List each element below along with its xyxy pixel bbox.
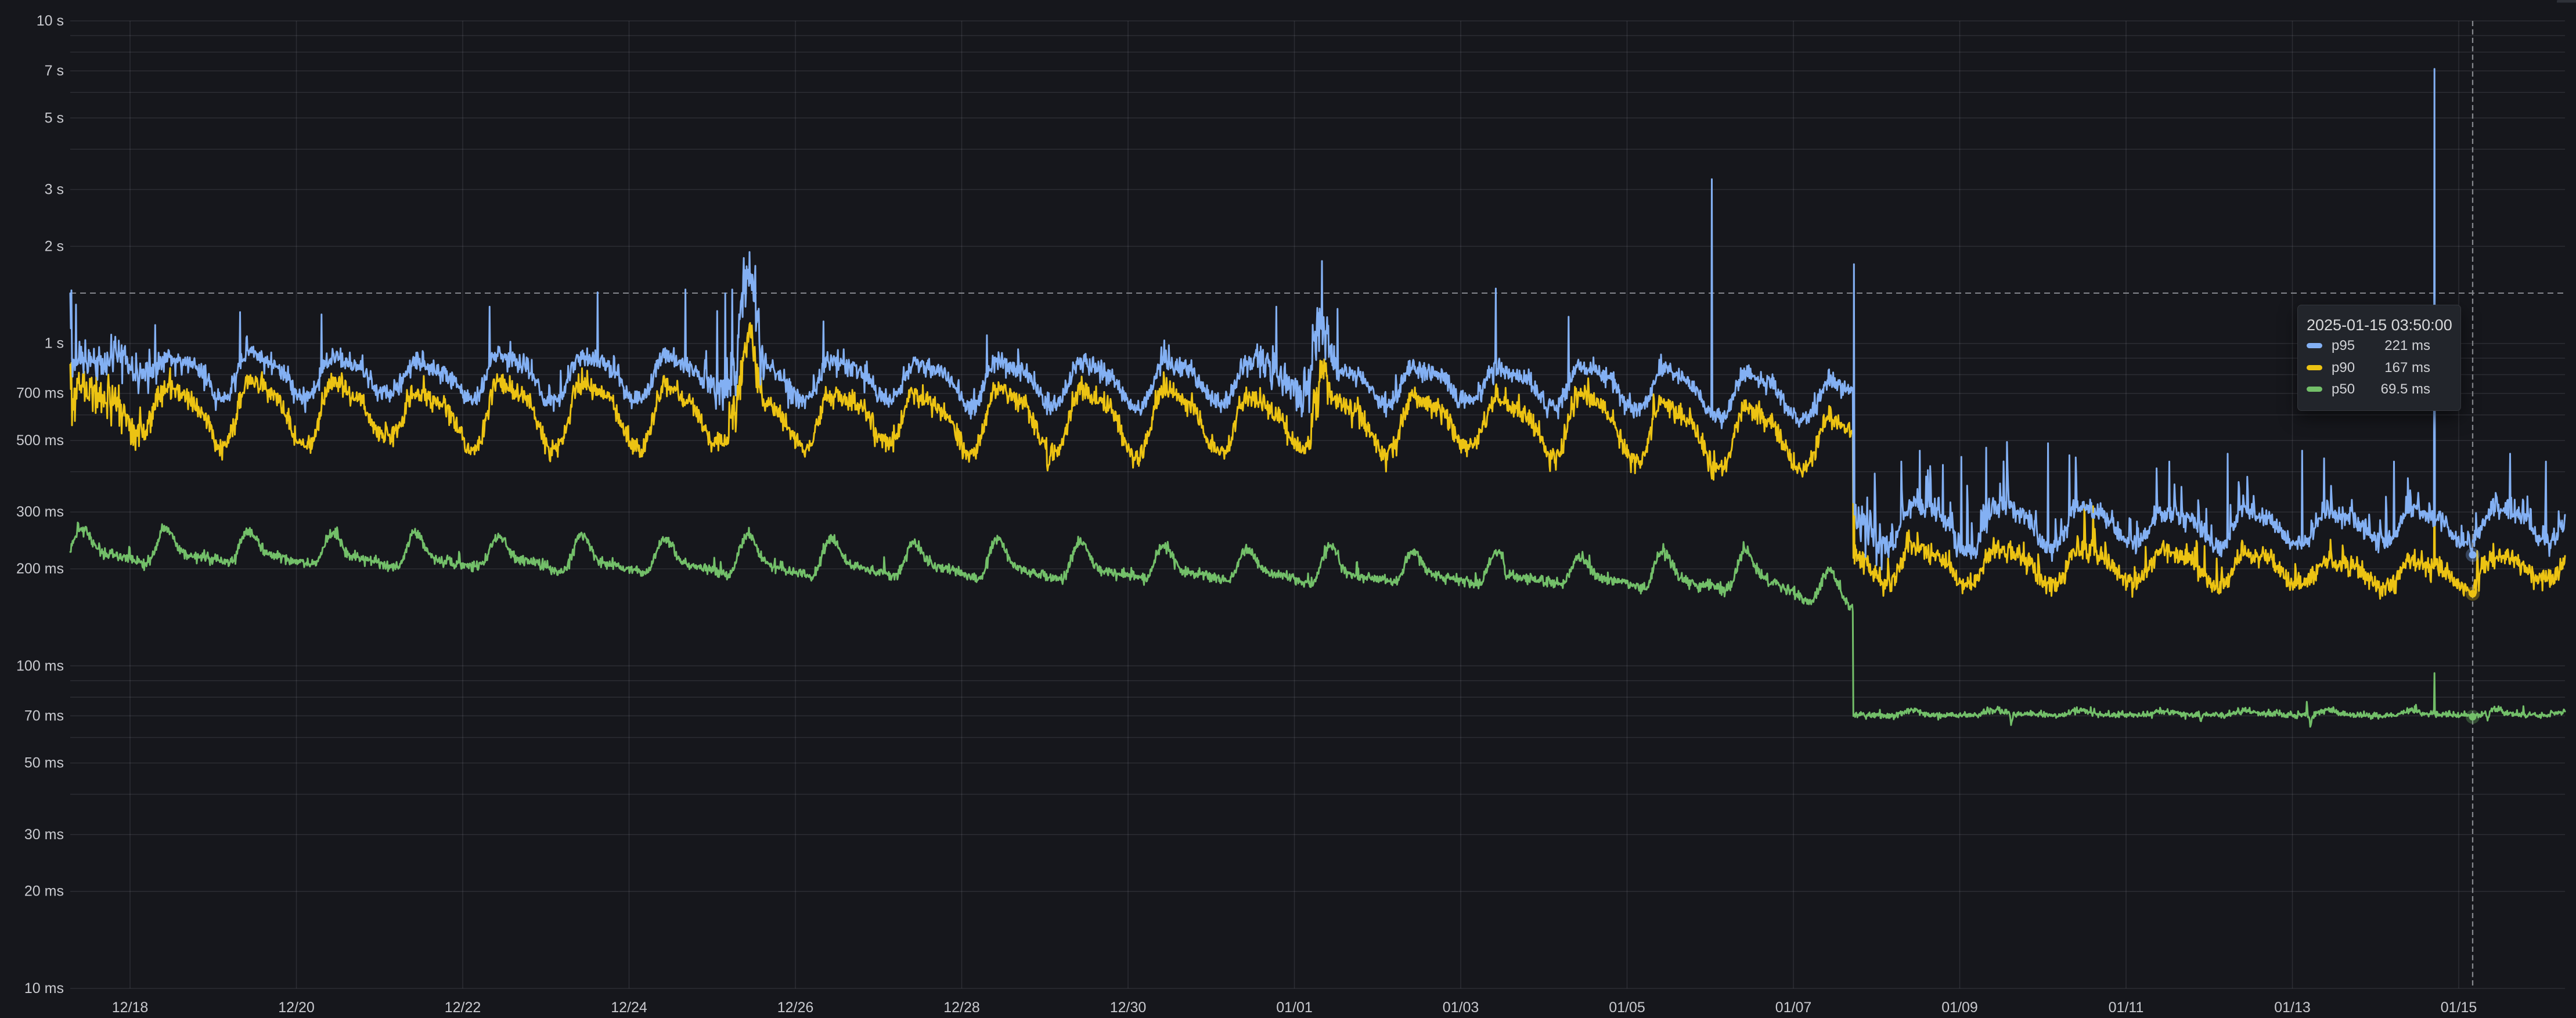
svg-text:200 ms: 200 ms bbox=[16, 561, 64, 577]
svg-text:5 s: 5 s bbox=[45, 110, 64, 126]
svg-text:3 s: 3 s bbox=[45, 182, 64, 198]
svg-text:01/03: 01/03 bbox=[1443, 999, 1479, 1016]
svg-text:01/09: 01/09 bbox=[1941, 999, 1978, 1016]
svg-text:01/01: 01/01 bbox=[1276, 999, 1313, 1016]
svg-text:12/18: 12/18 bbox=[112, 999, 149, 1016]
svg-text:01/05: 01/05 bbox=[1609, 999, 1645, 1016]
svg-text:100 ms: 100 ms bbox=[16, 658, 64, 674]
svg-text:1 s: 1 s bbox=[45, 335, 64, 352]
svg-text:12/20: 12/20 bbox=[278, 999, 315, 1016]
svg-text:30 ms: 30 ms bbox=[24, 826, 64, 843]
svg-text:700 ms: 700 ms bbox=[16, 385, 64, 402]
svg-text:12/30: 12/30 bbox=[1110, 999, 1147, 1016]
svg-text:300 ms: 300 ms bbox=[16, 504, 64, 520]
svg-text:7 s: 7 s bbox=[45, 63, 64, 79]
svg-text:2 s: 2 s bbox=[45, 238, 64, 254]
svg-text:50 ms: 50 ms bbox=[24, 755, 64, 771]
svg-text:500 ms: 500 ms bbox=[16, 432, 64, 449]
svg-text:12/28: 12/28 bbox=[943, 999, 980, 1016]
svg-text:12/24: 12/24 bbox=[611, 999, 647, 1016]
svg-text:01/07: 01/07 bbox=[1775, 999, 1812, 1016]
svg-text:01/13: 01/13 bbox=[2274, 999, 2311, 1016]
svg-text:10 ms: 10 ms bbox=[24, 980, 64, 997]
svg-text:20 ms: 20 ms bbox=[24, 883, 64, 900]
svg-text:70 ms: 70 ms bbox=[24, 707, 64, 724]
svg-text:10 s: 10 s bbox=[37, 13, 64, 29]
svg-text:12/26: 12/26 bbox=[777, 999, 814, 1016]
svg-text:12/22: 12/22 bbox=[445, 999, 481, 1016]
svg-text:01/11: 01/11 bbox=[2109, 999, 2144, 1016]
svg-text:01/15: 01/15 bbox=[2441, 999, 2477, 1016]
